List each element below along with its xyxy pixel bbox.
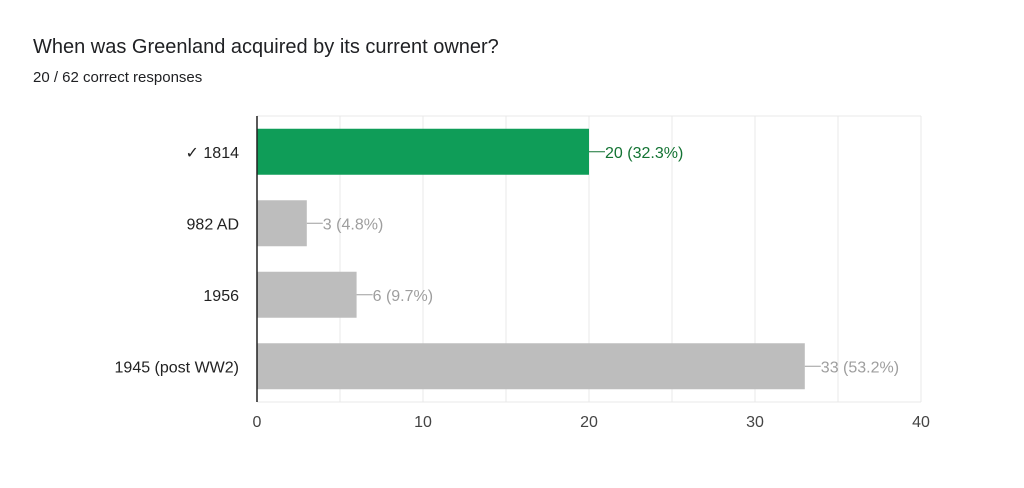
category-label: ✓ 1814 (186, 145, 240, 162)
data-label: 33 (53.2%) (821, 359, 899, 376)
x-tick-label: 40 (912, 414, 930, 431)
x-tick-label: 0 (253, 414, 262, 431)
category-label: 1945 (post WW2) (115, 359, 239, 376)
category-label: 1956 (203, 288, 239, 305)
category-label: 982 AD (187, 216, 239, 233)
x-tick-label: 10 (414, 414, 432, 431)
bar (257, 271, 357, 318)
data-label: 20 (32.3%) (605, 145, 683, 162)
data-label: 6 (9.7%) (373, 288, 433, 305)
bar-layer (257, 128, 805, 390)
label-layer: 0 10 20 30 40 ✓ 1814 20 (32.3%) 982 AD 3 (4.8%) 1… (115, 116, 930, 431)
data-label: 3 (4.8%) (323, 216, 383, 233)
chart-title: When was Greenland acquired by its curre… (33, 36, 499, 58)
chart-subtitle: 20 / 62 correct responses (33, 69, 203, 86)
x-tick-label: 30 (746, 414, 764, 431)
bar (257, 128, 589, 175)
x-tick-label: 20 (580, 414, 598, 431)
bar (257, 200, 307, 247)
bar (257, 343, 805, 390)
